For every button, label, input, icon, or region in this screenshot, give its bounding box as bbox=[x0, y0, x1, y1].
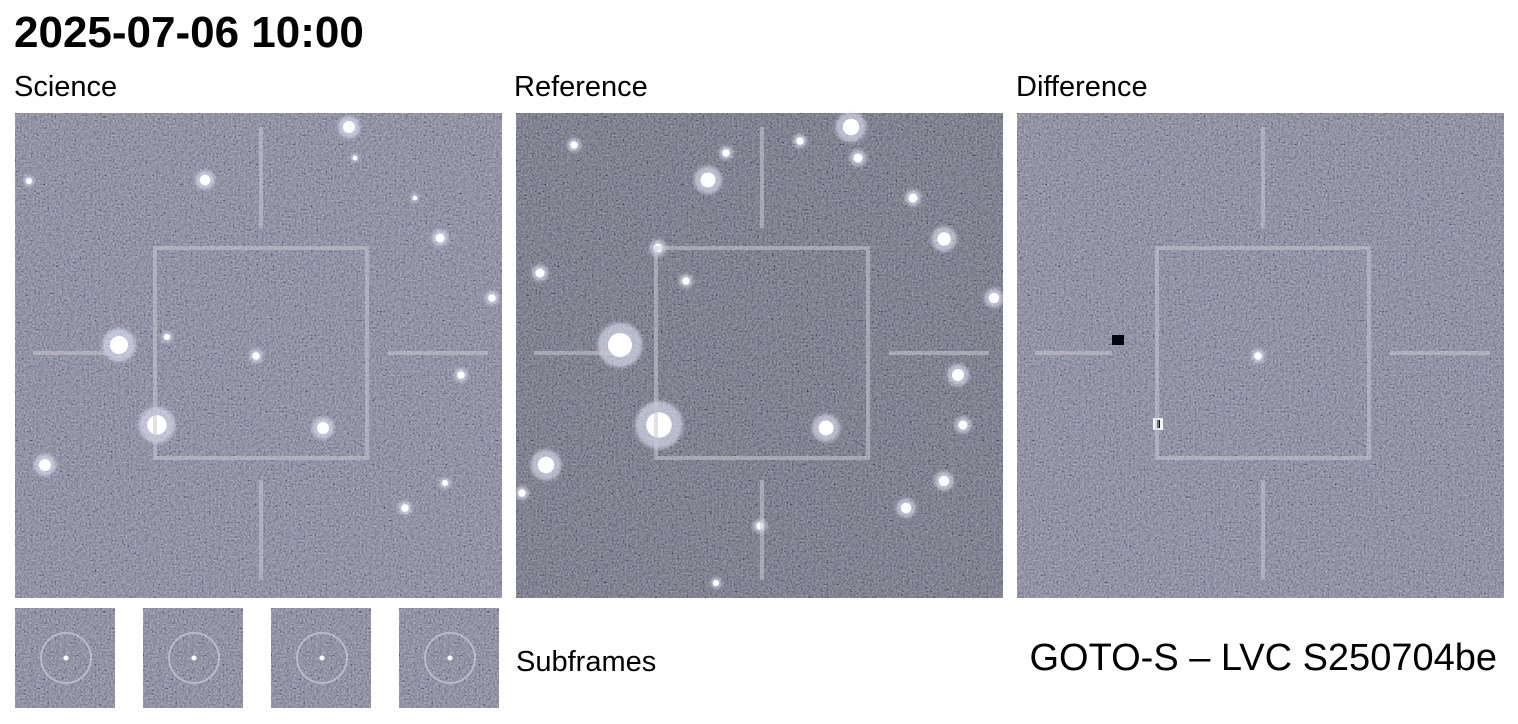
image-panel bbox=[15, 113, 502, 598]
star bbox=[63, 655, 69, 661]
star bbox=[938, 475, 950, 487]
star bbox=[252, 352, 260, 360]
star bbox=[682, 277, 690, 285]
star bbox=[488, 294, 496, 302]
residual bbox=[1112, 335, 1124, 345]
reticle-box bbox=[654, 246, 870, 460]
star bbox=[796, 137, 804, 145]
aperture bbox=[40, 632, 92, 684]
star bbox=[608, 333, 632, 357]
star bbox=[401, 504, 409, 512]
star bbox=[39, 459, 51, 471]
star bbox=[646, 412, 672, 438]
aperture bbox=[168, 632, 220, 684]
image-panel bbox=[1017, 113, 1504, 598]
subframes-label: Subframes bbox=[516, 646, 657, 678]
reticle-box bbox=[153, 246, 369, 460]
subframe bbox=[399, 608, 499, 708]
star bbox=[537, 456, 555, 474]
star bbox=[518, 489, 526, 497]
star bbox=[352, 155, 358, 161]
panel-label: Difference bbox=[1016, 71, 1148, 103]
star bbox=[842, 118, 860, 136]
image-panel bbox=[515, 111, 1004, 598]
star bbox=[722, 149, 730, 157]
subframe bbox=[143, 608, 243, 708]
star bbox=[457, 371, 465, 379]
star bbox=[442, 480, 448, 486]
star bbox=[713, 580, 719, 586]
star bbox=[952, 369, 964, 381]
panel-label: Science bbox=[14, 71, 118, 103]
star bbox=[853, 153, 863, 163]
star bbox=[1254, 352, 1262, 360]
panel-label: Reference bbox=[514, 71, 648, 103]
star bbox=[818, 420, 834, 436]
star bbox=[317, 422, 329, 434]
subframe bbox=[271, 608, 371, 708]
title: 2025-07-06 10:00 bbox=[14, 8, 364, 57]
star bbox=[535, 268, 545, 278]
star bbox=[447, 655, 453, 661]
subframe bbox=[15, 608, 115, 708]
star bbox=[319, 655, 325, 661]
star bbox=[700, 172, 716, 188]
star bbox=[435, 233, 445, 243]
star bbox=[412, 195, 418, 201]
noise bbox=[516, 113, 1003, 598]
star bbox=[26, 178, 32, 184]
star bbox=[164, 334, 170, 340]
aperture bbox=[296, 632, 348, 684]
star bbox=[937, 232, 951, 246]
star bbox=[908, 193, 918, 203]
reticle-box bbox=[1155, 246, 1371, 460]
star bbox=[343, 121, 355, 133]
aperture bbox=[424, 632, 476, 684]
star bbox=[199, 174, 211, 186]
star bbox=[110, 336, 128, 354]
footer-label: GOTO-S – LVC S250704be bbox=[1029, 637, 1497, 679]
star bbox=[900, 502, 912, 514]
star bbox=[570, 141, 578, 149]
star bbox=[191, 655, 197, 661]
star bbox=[988, 292, 1000, 304]
star bbox=[958, 420, 968, 430]
